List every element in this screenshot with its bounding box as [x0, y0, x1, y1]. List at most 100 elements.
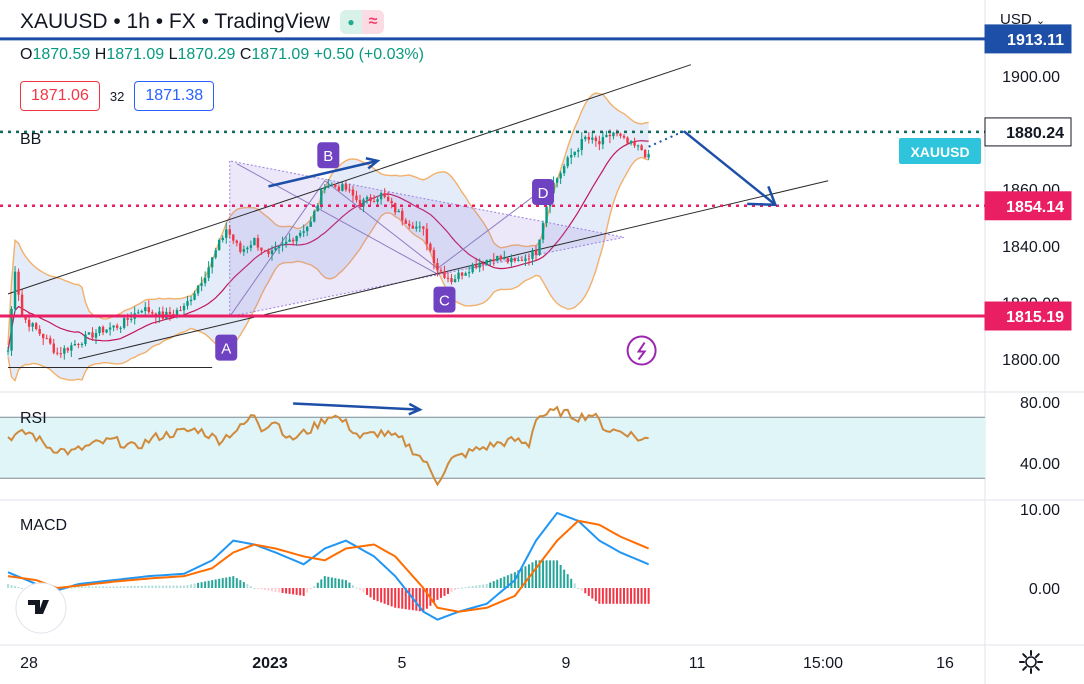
macd-histogram-bar — [605, 588, 608, 604]
eye-icon[interactable]: ● — [339, 10, 362, 34]
sell-button[interactable]: 1871.06 — [20, 81, 100, 111]
channel-lower-line — [78, 180, 829, 360]
candle-body — [158, 311, 161, 318]
candle-body — [619, 133, 622, 136]
rsi-tick-label: 80.00 — [1020, 395, 1060, 412]
price-tick-label: 1800.00 — [1002, 352, 1060, 369]
symbol-tag-text: XAUUSD — [910, 144, 969, 160]
macd-histogram-bar — [594, 588, 597, 602]
price-label-1854.14: 1854.14 — [1006, 199, 1064, 216]
candle-body — [17, 271, 20, 295]
candle-body — [372, 201, 376, 203]
candle-body — [538, 239, 541, 256]
candle-body — [390, 201, 393, 204]
bb-fill — [8, 93, 649, 381]
macd-histogram-bar — [566, 574, 569, 588]
macd-histogram-bar — [366, 588, 369, 595]
chevron-down-icon: ⌄ — [1035, 15, 1046, 27]
macd-histogram-bar — [496, 579, 499, 588]
macd-histogram-bar — [520, 568, 523, 588]
currency-menu[interactable]: USD ⌄ — [1000, 11, 1045, 28]
candle-body — [562, 166, 566, 174]
candle-body — [408, 223, 411, 226]
candle-body — [460, 272, 464, 276]
candle-body — [239, 242, 242, 252]
macd-histogram-bar — [295, 588, 298, 595]
macd-histogram-bar — [172, 585, 175, 588]
time-tick-label: 9 — [562, 655, 571, 672]
candle-body — [221, 237, 224, 241]
price-label-bg — [984, 117, 1072, 147]
candle-body — [49, 338, 52, 344]
candle-body — [415, 226, 418, 229]
candle-body — [179, 310, 182, 312]
macd-histogram-bar — [256, 588, 259, 589]
macd-histogram-bar — [179, 585, 182, 588]
macd-histogram-bar — [376, 588, 379, 602]
candle-body — [383, 193, 386, 197]
macd-histogram-bar — [584, 588, 587, 594]
macd-histogram-bar — [84, 586, 87, 588]
candle-body — [591, 137, 594, 140]
candle-body — [147, 307, 150, 313]
gear-icon[interactable] — [1018, 649, 1044, 675]
price-label-bg — [984, 191, 1072, 221]
macd-histogram-bar — [330, 577, 333, 588]
candle-body — [422, 226, 425, 229]
candle-body — [172, 313, 175, 315]
candle-body — [376, 199, 379, 202]
macd-histogram-bar — [577, 588, 580, 589]
macd-histogram-bar — [112, 586, 115, 588]
candle-body — [379, 193, 383, 200]
candle-body — [401, 210, 404, 221]
macd-histogram-bar — [637, 588, 640, 604]
candle-body — [365, 197, 369, 200]
macd-histogram-bar — [387, 588, 390, 606]
macd-histogram-bar — [485, 584, 488, 588]
pattern-label-C: C — [433, 286, 456, 313]
rsi-indicator-label[interactable]: RSI — [20, 410, 47, 427]
macd-histogram-bar — [133, 585, 136, 588]
price-label-1815.19: 1815.19 — [1006, 309, 1064, 326]
candle-body — [298, 232, 302, 236]
candle-body — [256, 238, 260, 248]
macd-histogram-bar — [214, 579, 217, 588]
bb-indicator-label[interactable]: BB — [20, 131, 42, 148]
macd-histogram-bar — [644, 588, 647, 604]
candle-body — [464, 273, 467, 276]
macd-histogram-bar — [151, 585, 154, 588]
pattern-diagonal — [236, 163, 438, 275]
symbol-title[interactable]: XAUUSD • 1h • FX • TradingView — [20, 10, 330, 33]
candle-body — [309, 221, 312, 227]
macd-indicator-label[interactable]: MACD — [20, 517, 68, 534]
macd-histogram-bar — [66, 588, 69, 589]
candle-body — [77, 344, 80, 346]
approx-icon[interactable]: ≈ — [361, 10, 384, 34]
candle-body — [56, 352, 59, 354]
candle-body — [130, 318, 133, 320]
candle-body — [577, 149, 580, 152]
macd-histogram-bar — [401, 588, 404, 609]
macd-histogram-bar — [559, 564, 562, 588]
macd-histogram-bar — [102, 586, 105, 588]
candle-body — [196, 285, 200, 294]
candle-body — [295, 235, 298, 242]
visibility-toggle[interactable]: ● ≈ — [339, 10, 384, 34]
macd-histogram-bar — [249, 586, 252, 588]
candle-body — [482, 263, 485, 265]
candle-body — [327, 185, 330, 188]
macd-histogram-bar — [598, 588, 601, 604]
buy-button[interactable]: 1871.38 — [134, 81, 215, 111]
candle-body — [70, 345, 73, 351]
macd-histogram-bar — [165, 585, 168, 588]
macd-histogram-bar — [323, 576, 326, 588]
macd-histogram-bar — [489, 582, 492, 588]
candle-body — [210, 257, 214, 268]
macd-histogram-bar — [77, 586, 80, 588]
signal-line — [7, 519, 650, 613]
candle-body — [467, 272, 471, 274]
price-label-bg — [984, 24, 1072, 54]
candle-body — [587, 136, 590, 140]
price-divergence-arrow — [268, 159, 378, 188]
